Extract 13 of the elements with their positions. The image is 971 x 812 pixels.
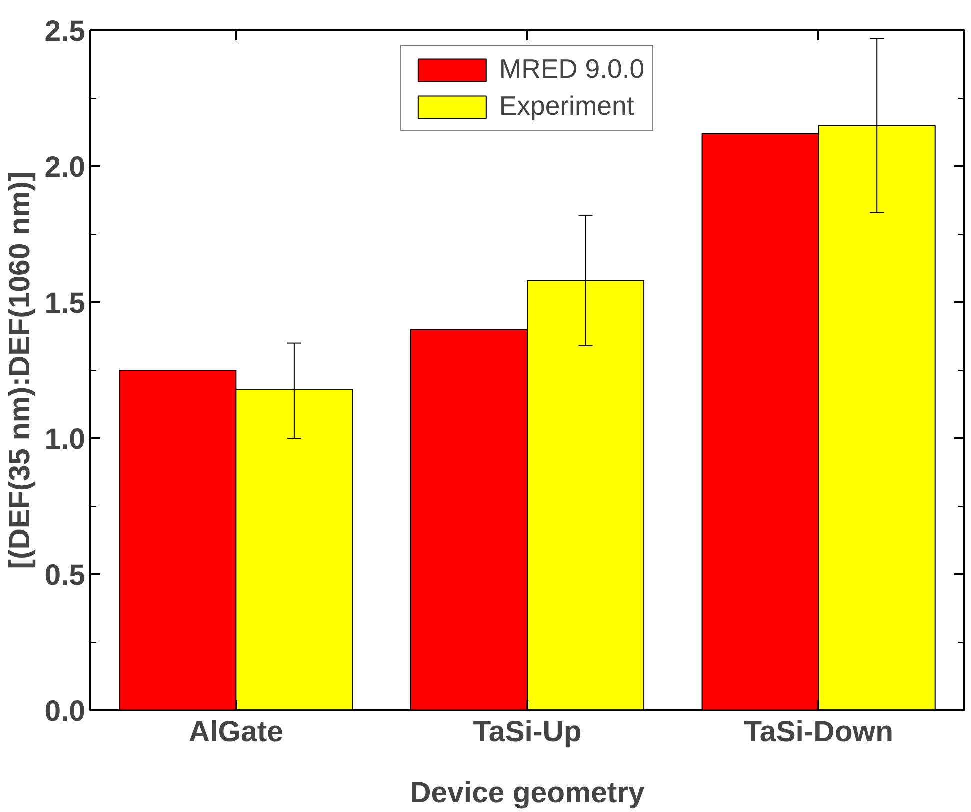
x-tick-label: TaSi-Up <box>473 716 582 748</box>
y-tick-label: 2.5 <box>44 15 86 48</box>
y-tick-label: 1.0 <box>44 423 86 456</box>
legend-label: MRED 9.0.0 <box>499 54 645 85</box>
y-axis-title: [(DEF(35 nm):DEF(1060 nm)] <box>4 172 37 570</box>
y-tick-label: 0.5 <box>44 559 86 592</box>
x-tick-label: AlGate <box>188 716 284 748</box>
y-tick-label: 2.0 <box>44 151 86 184</box>
x-axis-title: Device geometry <box>410 776 646 810</box>
y-tick-label: 1.5 <box>44 287 86 320</box>
x-tick-label: TaSi-Down <box>744 716 894 748</box>
legend-label: Experiment <box>499 91 634 122</box>
y-tick-label: 0.0 <box>44 695 86 728</box>
